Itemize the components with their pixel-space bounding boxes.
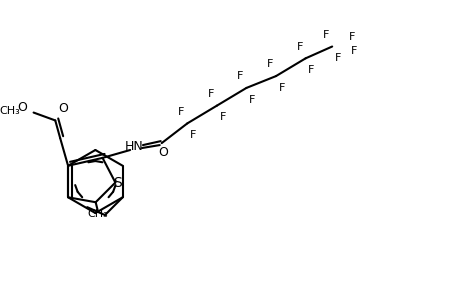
Text: CH₃: CH₃ [87, 209, 108, 219]
Text: F: F [207, 89, 214, 99]
Text: F: F [278, 83, 285, 93]
Text: F: F [266, 59, 273, 69]
Text: F: F [350, 46, 356, 56]
Text: O: O [158, 146, 168, 160]
Text: F: F [249, 95, 255, 105]
Text: O: O [58, 102, 68, 115]
Text: F: F [190, 130, 196, 140]
Text: F: F [237, 71, 243, 81]
Text: F: F [308, 65, 314, 75]
Text: F: F [348, 32, 354, 42]
Text: F: F [334, 53, 341, 63]
Text: F: F [219, 112, 225, 122]
Text: F: F [322, 30, 329, 40]
Text: S: S [113, 176, 122, 190]
Text: F: F [296, 41, 302, 52]
Text: CH₃: CH₃ [0, 106, 20, 116]
Text: HN: HN [124, 140, 143, 153]
Text: O: O [17, 101, 27, 114]
Text: F: F [178, 106, 184, 117]
